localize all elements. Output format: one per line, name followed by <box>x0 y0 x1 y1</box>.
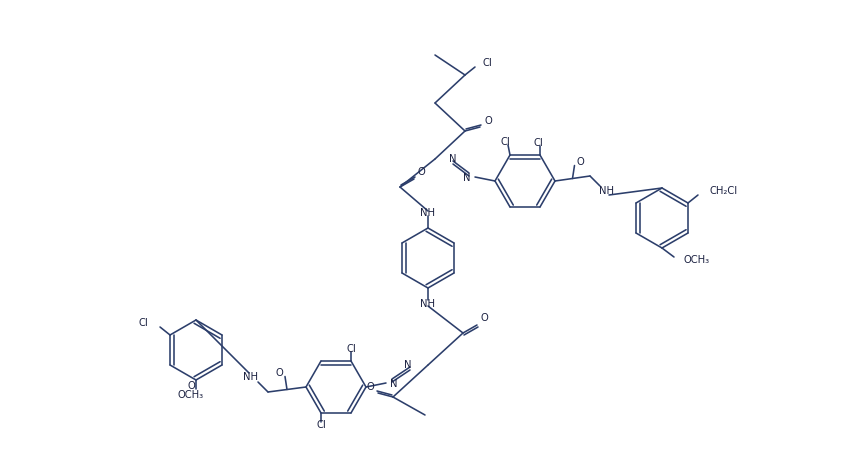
Text: OCH₃: OCH₃ <box>177 390 204 400</box>
Text: NH: NH <box>420 299 435 309</box>
Text: NH: NH <box>243 372 258 382</box>
Text: N: N <box>463 173 471 183</box>
Text: CH₂Cl: CH₂Cl <box>709 186 737 196</box>
Text: O: O <box>366 382 374 392</box>
Text: N: N <box>449 154 456 164</box>
Text: OCH₃: OCH₃ <box>683 255 710 265</box>
Text: NH: NH <box>599 186 614 196</box>
Text: Cl: Cl <box>345 344 356 354</box>
Text: Cl: Cl <box>500 137 509 147</box>
Text: O: O <box>416 167 425 177</box>
Text: Cl: Cl <box>138 318 148 328</box>
Text: O: O <box>484 116 491 126</box>
Text: N: N <box>404 360 411 370</box>
Text: Cl: Cl <box>316 420 326 430</box>
Text: Cl: Cl <box>532 138 543 148</box>
Text: O: O <box>187 381 194 391</box>
Text: O: O <box>275 368 282 378</box>
Text: O: O <box>479 313 487 323</box>
Text: O: O <box>576 157 583 167</box>
Text: N: N <box>390 379 397 389</box>
Text: Cl: Cl <box>483 58 492 68</box>
Text: NH: NH <box>420 208 435 218</box>
